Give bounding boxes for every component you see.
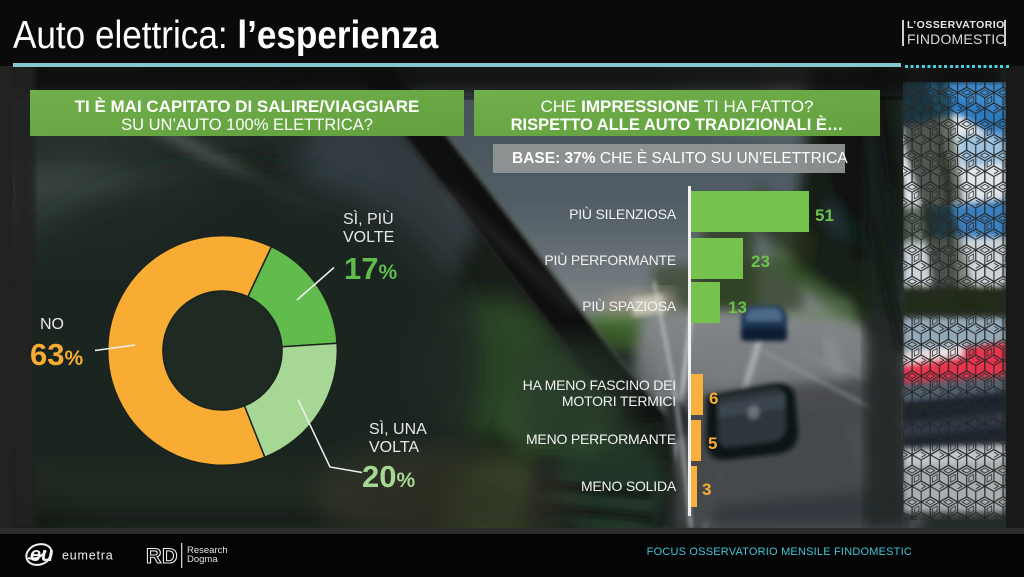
svg-text:eumetra: eumetra bbox=[62, 549, 113, 563]
svg-text:RD: RD bbox=[146, 544, 178, 568]
svg-text:Research: Research bbox=[187, 545, 228, 556]
svg-text:Dogma: Dogma bbox=[187, 554, 218, 565]
svg-text:eu: eu bbox=[30, 544, 53, 566]
